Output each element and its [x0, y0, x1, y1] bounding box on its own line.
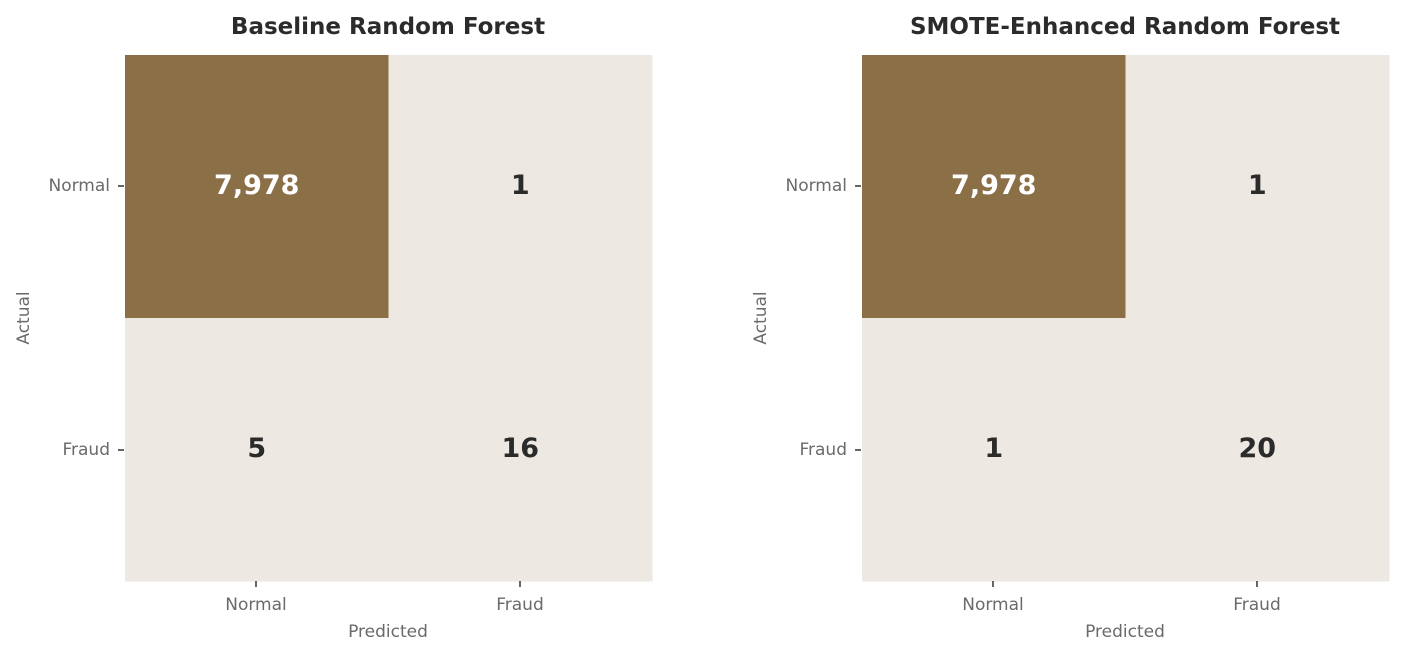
cell-value-label: 1: [984, 433, 1003, 464]
cell-value-label: 16: [501, 433, 539, 464]
chart-title: Baseline Random Forest: [231, 14, 545, 40]
x-tick-label: Fraud: [496, 595, 544, 615]
cell-value-label: 7,978: [951, 170, 1036, 201]
cell-value-label: 5: [247, 433, 266, 464]
cell-value-label: 20: [1238, 433, 1276, 464]
cell-value-label: 7,978: [214, 170, 299, 201]
cell-value-label: 1: [1248, 170, 1267, 201]
y-tick-label: Fraud: [62, 440, 110, 460]
confusion-matrix-panel-baseline: Baseline Random Forest 7,978 15 16 Normal …: [14, 14, 653, 642]
axis-ticks: [118, 185, 521, 587]
axis-ticks: [855, 185, 1258, 587]
chart-title: SMOTE-Enhanced Random Forest: [910, 14, 1340, 40]
x-tick-label: Normal: [962, 595, 1024, 615]
x-axis-label: Predicted: [1085, 622, 1165, 642]
heatmap-cell: [862, 318, 1126, 582]
heatmap-cells: 7,978 1 5 16: [125, 55, 653, 582]
y-tick-label: Normal: [48, 176, 110, 196]
heatmap-cell: [388, 55, 653, 319]
heatmap-cell: [1125, 55, 1390, 319]
confusion-matrix-panel-smote: SMOTE-Enhanced Random Forest 7,978 1 1 20 N…: [751, 14, 1390, 642]
cell-value-label: 1: [511, 170, 530, 201]
heatmap-cell: [1125, 318, 1390, 582]
heatmap-cells: 7,978 1 1 20: [862, 55, 1390, 582]
y-tick-label: Fraud: [799, 440, 847, 460]
heatmap-cell: [388, 318, 653, 582]
y-axis-label: Actual: [751, 291, 771, 344]
heatmap-cell: [862, 55, 1126, 319]
x-tick-label: Fraud: [1233, 595, 1281, 615]
x-axis-label: Predicted: [348, 622, 428, 642]
x-tick-label: Normal: [225, 595, 287, 615]
y-tick-label: Normal: [785, 176, 847, 196]
y-axis-label: Actual: [14, 291, 34, 344]
heatmap-cell: [125, 318, 389, 582]
heatmap-cell: [125, 55, 389, 319]
